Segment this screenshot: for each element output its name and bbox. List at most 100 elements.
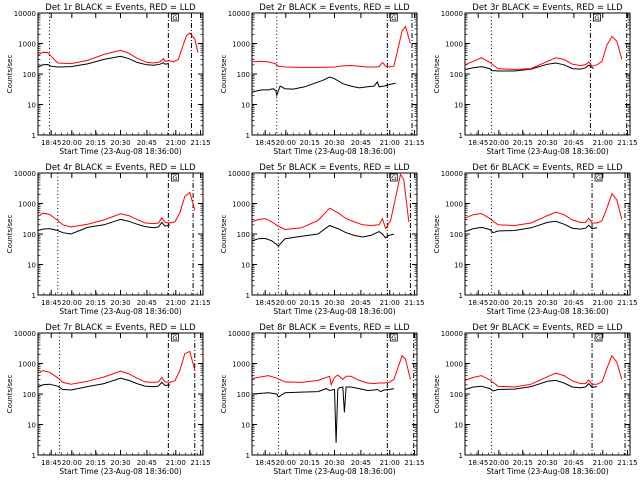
x-tick-label: 21:00	[166, 459, 186, 467]
x-tick-label: 21:00	[593, 459, 613, 467]
y-tick-label: 100	[450, 71, 463, 79]
x-tick-label: 20:30	[110, 139, 130, 147]
x-tick-label: 18:45	[468, 459, 488, 467]
x-tick-label: 21:00	[380, 139, 400, 147]
y-tick-label: 10000	[228, 330, 250, 338]
y-tick-label: 1000	[232, 41, 250, 49]
panel-title: Det 5r BLACK = Events, RED = LLD	[259, 163, 410, 173]
lld-series-line	[251, 173, 410, 231]
y-tick-label: 10000	[14, 170, 36, 178]
x-tick-label: 20:45	[137, 459, 157, 467]
panel-title: Det 8r BLACK = Events, RED = LLD	[259, 323, 410, 333]
box-marker-label: G	[172, 334, 177, 342]
y-tick-label: 1	[459, 292, 463, 300]
x-tick-label: 18:45	[255, 459, 275, 467]
y-tick-label: 1000	[18, 41, 36, 49]
x-tick-label: 18:45	[468, 299, 488, 307]
x-tick-label: 20:15	[86, 459, 106, 467]
box-marker	[389, 13, 398, 22]
y-tick-label: 10000	[441, 10, 463, 18]
x-tick-label: 21:00	[593, 299, 613, 307]
x-tick-label: 20:30	[324, 459, 344, 467]
x-tick-label: 21:15	[190, 139, 210, 147]
panel-title: Det 3r BLACK = Events, RED = LLD	[472, 3, 623, 13]
y-tick-label: 1	[32, 292, 36, 300]
box-marker	[389, 333, 398, 342]
x-tick-label: 21:15	[190, 459, 210, 467]
y-tick-label: 10000	[228, 170, 250, 178]
box-marker-label: G	[596, 334, 601, 342]
y-tick-label: 100	[237, 71, 250, 79]
y-tick-label: 10	[454, 262, 463, 270]
box-marker-label: G	[172, 14, 177, 22]
y-tick-label: 1000	[445, 361, 463, 369]
x-tick-label: 18:45	[41, 299, 61, 307]
x-tick-label: 21:00	[380, 299, 400, 307]
lld-series-line	[464, 354, 623, 388]
x-tick-label: 20:00	[489, 139, 509, 147]
y-tick-label: 1000	[445, 41, 463, 49]
x-tick-label: 20:15	[300, 299, 320, 307]
x-tick-label: 20:15	[513, 139, 533, 147]
y-tick-label: 100	[23, 71, 36, 79]
y-tick-label: 100	[237, 231, 250, 239]
lld-series-line	[37, 350, 196, 385]
y-axis-label: Counts/sec	[433, 375, 441, 414]
x-tick-label: 20:45	[137, 139, 157, 147]
events-series-line	[251, 224, 395, 247]
x-tick-label: 20:15	[513, 459, 533, 467]
y-tick-label: 1	[32, 452, 36, 460]
panel-title: Det 4r BLACK = Events, RED = LLD	[45, 163, 196, 173]
x-tick-label: 20:30	[110, 459, 130, 467]
y-tick-label: 100	[450, 391, 463, 399]
panel-title: Det 6r BLACK = Events, RED = LLD	[472, 163, 623, 173]
detector-panel: Det 5r BLACK = Events, RED = LLD 1 10 100 10…	[220, 163, 425, 316]
box-marker	[594, 333, 603, 342]
box-marker-label: G	[172, 174, 177, 182]
plot-frame	[37, 12, 204, 136]
events-series-line	[464, 62, 594, 72]
panel-title: Det 1r BLACK = Events, RED = LLD	[45, 3, 196, 13]
panel-title: Det 9r BLACK = Events, RED = LLD	[472, 323, 623, 333]
y-tick-label: 10000	[441, 330, 463, 338]
plot-frame	[37, 332, 204, 456]
y-tick-label: 10	[241, 262, 250, 270]
y-tick-label: 1	[459, 452, 463, 460]
lld-series-line	[251, 25, 411, 68]
y-tick-label: 10	[241, 422, 250, 430]
box-marker-label: G	[391, 174, 396, 182]
y-axis-label: Counts/sec	[433, 215, 441, 254]
events-series-line	[251, 386, 394, 443]
x-tick-label: 20:00	[276, 299, 296, 307]
x-axis-label: Start Time (23-Aug-08 18:36:00)	[59, 307, 181, 316]
box-marker-label: G	[391, 14, 396, 22]
x-tick-label: 21:15	[617, 459, 637, 467]
events-series-line	[37, 377, 171, 391]
x-tick-label: 20:45	[137, 299, 157, 307]
x-tick-label: 18:45	[255, 299, 275, 307]
y-tick-label: 10	[241, 102, 250, 110]
x-tick-label: 20:00	[62, 299, 82, 307]
x-tick-label: 20:15	[513, 299, 533, 307]
x-axis-label: Start Time (23-Aug-08 18:36:00)	[273, 307, 395, 316]
x-tick-label: 20:15	[86, 139, 106, 147]
detector-panel: Det 7r BLACK = Events, RED = LLD 1 10 100 10…	[6, 323, 211, 476]
panel-title: Det 2r BLACK = Events, RED = LLD	[259, 3, 410, 13]
plot-frame	[464, 172, 631, 296]
x-axis-label: Start Time (23-Aug-08 18:36:00)	[273, 147, 395, 156]
y-tick-label: 1000	[445, 201, 463, 209]
x-tick-label: 21:00	[166, 139, 186, 147]
panel-title: Det 7r BLACK = Events, RED = LLD	[45, 323, 196, 333]
x-tick-label: 20:00	[276, 459, 296, 467]
y-tick-label: 1000	[232, 361, 250, 369]
detector-panel: Det 6r BLACK = Events, RED = LLD 1 10 100 10…	[433, 163, 638, 316]
x-tick-label: 20:30	[537, 459, 557, 467]
x-tick-label: 21:15	[190, 299, 210, 307]
detector-panel: Det 4r BLACK = Events, RED = LLD 1 10 100 10…	[6, 163, 211, 316]
y-axis-label: Counts/sec	[6, 55, 14, 94]
box-marker-label: G	[594, 14, 599, 22]
y-axis-label: Counts/sec	[433, 55, 441, 94]
plot-frame	[464, 12, 631, 136]
y-axis-label: Counts/sec	[220, 375, 228, 414]
